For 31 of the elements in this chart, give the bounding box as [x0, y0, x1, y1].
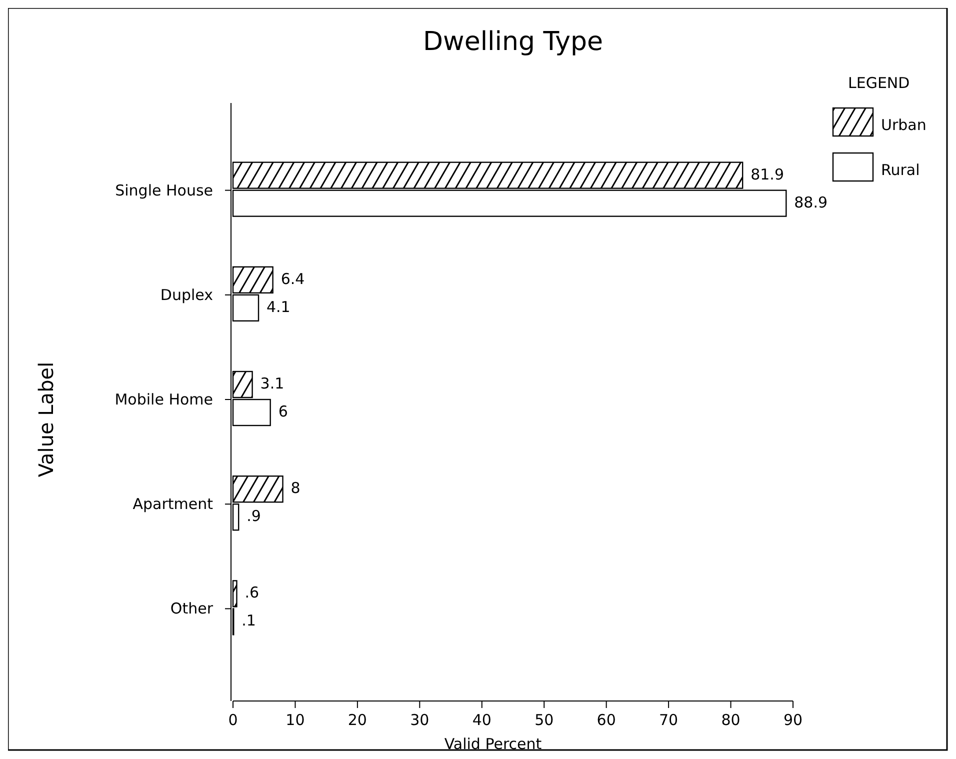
legend-label: Rural: [881, 161, 920, 179]
data-label: .6: [244, 584, 260, 602]
y-tick-label: Other: [170, 600, 214, 618]
x-tick-label: 0: [228, 711, 238, 729]
x-tick-label: 80: [721, 711, 740, 729]
x-tick-label: 20: [348, 711, 367, 729]
x-axis-title: Valid Percent: [444, 735, 542, 753]
x-tick-label: 70: [659, 711, 678, 729]
legend-label: Urban: [881, 116, 926, 134]
data-label: 81.9: [750, 165, 784, 184]
data-label: .9: [246, 507, 261, 526]
chart-title: Dwelling Type: [423, 27, 603, 57]
data-label: 88.9: [794, 193, 828, 212]
x-tick-label: 90: [783, 711, 803, 729]
y-tick-label: Apartment: [132, 495, 214, 514]
y-tick-label: Duplex: [160, 286, 214, 304]
x-tick-label: 30: [410, 711, 430, 729]
data-label: 6.4: [280, 270, 305, 288]
x-tick-label: 40: [472, 711, 492, 729]
data-label: 3.1: [260, 374, 284, 392]
data-label: 6: [278, 402, 288, 420]
data-label: .1: [242, 612, 256, 630]
x-tick-label: 50: [534, 711, 554, 729]
x-tick-label: 10: [286, 711, 305, 729]
y-tick-label: Single House: [115, 181, 213, 200]
y-tick-label: Mobile Home: [114, 390, 213, 408]
data-label: 8: [290, 479, 300, 498]
y-axis-title: Value Label: [34, 362, 58, 478]
x-tick-label: 60: [596, 711, 616, 729]
data-label: 4.1: [266, 298, 290, 316]
legend-title: LEGEND: [848, 74, 910, 92]
